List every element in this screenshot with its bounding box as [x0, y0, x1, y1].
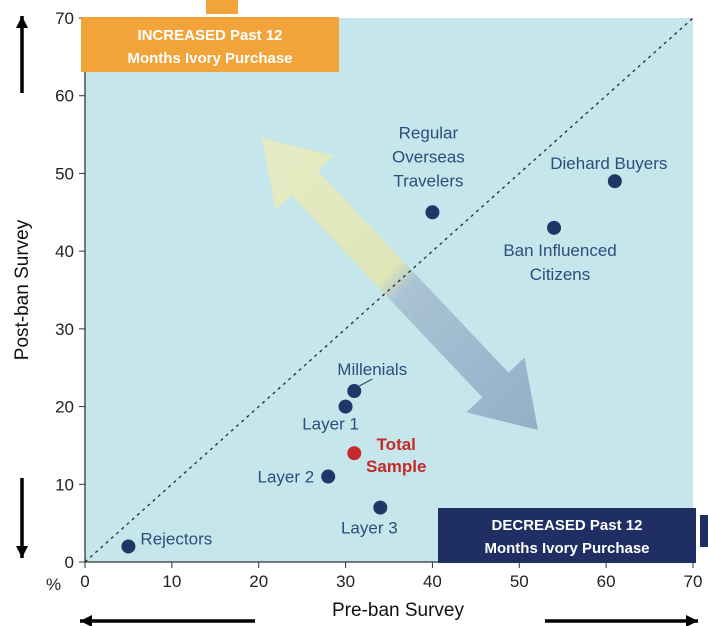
point-millenials	[347, 384, 362, 399]
point-regular-overseas-travelers	[425, 205, 440, 220]
point-labels: Rejectors Layer 2 Layer 1 Millenials Total Sa…	[140, 123, 667, 548]
label-ban-influenced-citizens: Ban Influenced Citizens	[503, 241, 616, 284]
x-axis: 0 10 20 30 40 50 60 70	[80, 561, 703, 591]
y-tick-label: 30	[55, 320, 74, 339]
y-tick-label: 10	[55, 475, 74, 494]
y-tick-label: 40	[55, 242, 74, 261]
decreased-callout-box	[438, 508, 696, 563]
label-total-sample: Total Sample	[366, 435, 426, 476]
diagonal-reference-line	[84, 17, 694, 563]
axis-arrows	[16, 16, 698, 626]
label-leader-line	[358, 378, 373, 387]
x-tick-label: 0	[80, 572, 89, 591]
x-tick-label: 70	[684, 572, 703, 591]
y-tick-label: 70	[55, 9, 74, 28]
decreased-callout-tab	[700, 515, 708, 547]
y-axis-down-arrow	[16, 478, 28, 558]
decreased-callout: DECREASED Past 12 Months Ivory Purchase	[438, 508, 708, 563]
point-layer-1	[338, 399, 353, 414]
label-layer-2: Layer 2	[257, 468, 314, 487]
x-tick-label: 30	[336, 572, 355, 591]
point-layer-2	[321, 469, 336, 484]
label-layer-1: Layer 1	[302, 415, 359, 434]
unit-label: %	[46, 575, 61, 594]
point-rejectors	[121, 539, 136, 554]
point-layer-3	[373, 500, 388, 515]
label-millenials: Millenials	[337, 360, 407, 379]
x-axis-right-arrow	[545, 615, 698, 626]
increased-callout-tab	[206, 0, 238, 14]
y-tick-label: 0	[65, 553, 74, 572]
x-tick-label: 50	[510, 572, 529, 591]
x-tick-label: 60	[597, 572, 616, 591]
x-tick-label: 20	[249, 572, 268, 591]
point-ban-influenced-citizens	[547, 220, 562, 235]
x-axis-title: Pre-ban Survey	[332, 600, 465, 621]
x-tick-label: 40	[423, 572, 442, 591]
increased-callout: INCREASED Past 12 Months Ivory Purchase	[81, 0, 339, 72]
y-axis: 0 10 20 30 40 50 60 70	[55, 9, 86, 572]
label-regular-overseas-travelers: Regular Overseas Travelers	[392, 123, 465, 190]
point-diehard-buyers	[607, 174, 622, 189]
increased-callout-line-2: Months Ivory Purchase	[127, 50, 292, 67]
x-axis-left-arrow	[80, 615, 255, 626]
increased-callout-box	[81, 17, 339, 72]
data-points	[121, 174, 622, 554]
label-layer-3: Layer 3	[341, 519, 398, 538]
label-rejectors: Rejectors	[140, 529, 212, 548]
y-tick-label: 20	[55, 398, 74, 417]
label-diehard-buyers: Diehard Buyers	[550, 154, 667, 173]
y-axis-title: Post-ban Survey	[12, 219, 33, 360]
point-total-sample	[347, 446, 362, 461]
decreased-callout-line-1: DECREASED Past 12	[492, 517, 643, 534]
increased-callout-line-1: INCREASED Past 12	[137, 27, 282, 44]
bidirectional-arrow	[262, 138, 538, 430]
y-tick-label: 50	[55, 164, 74, 183]
x-tick-label: 10	[162, 572, 181, 591]
decreased-callout-line-2: Months Ivory Purchase	[484, 540, 649, 557]
y-tick-label: 60	[55, 87, 74, 106]
y-axis-up-arrow	[16, 16, 28, 93]
